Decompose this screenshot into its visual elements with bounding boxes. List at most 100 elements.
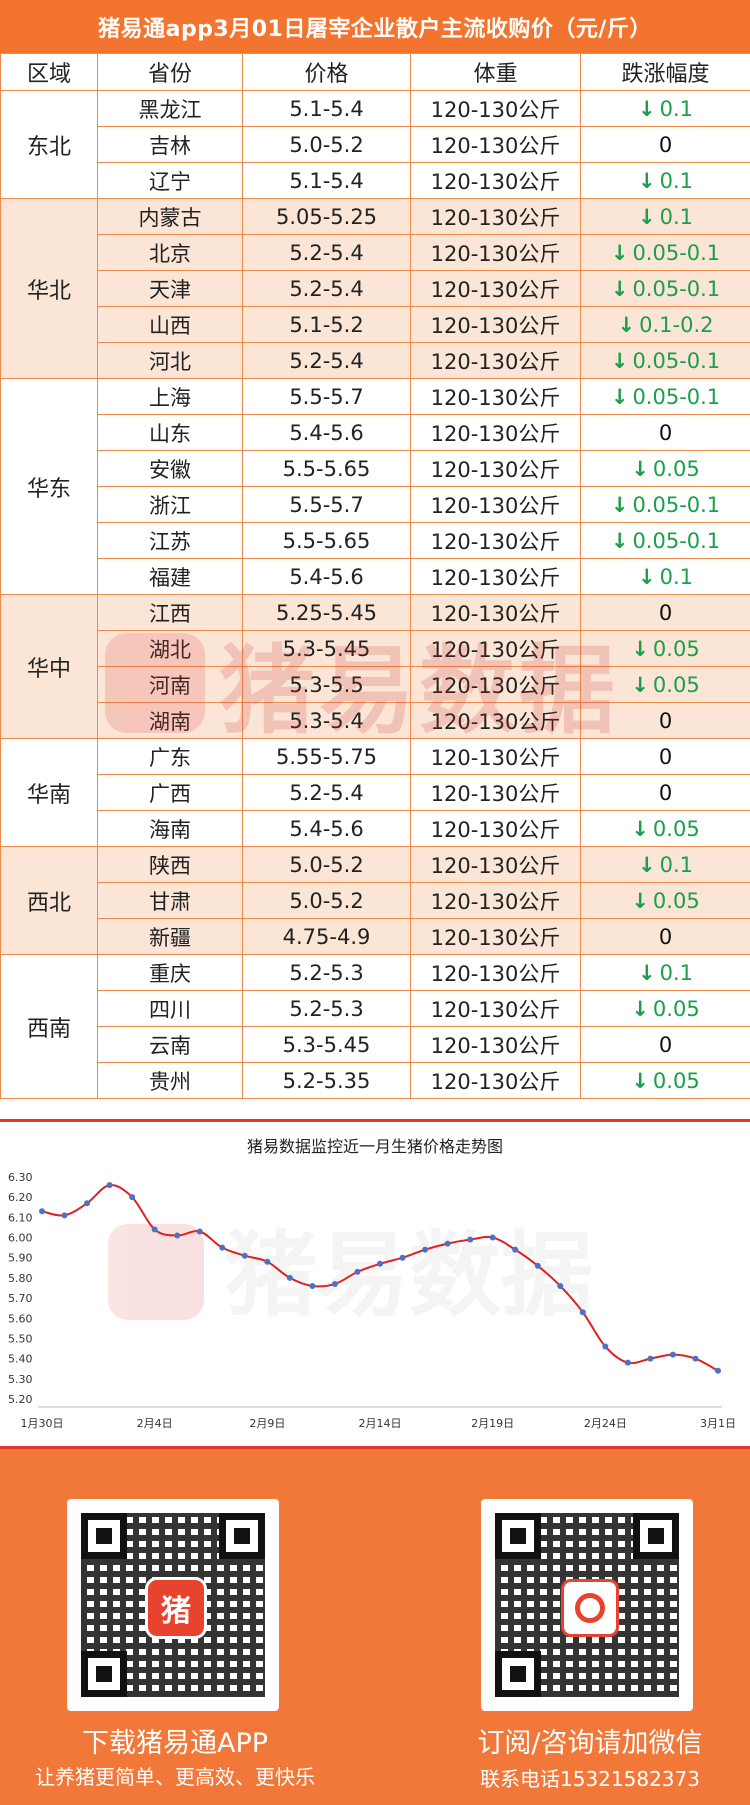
change-cell: 0	[580, 1026, 750, 1063]
data-point	[286, 1274, 293, 1281]
province-cell: 黑龙江	[97, 90, 243, 127]
change-cell: 0	[580, 918, 750, 955]
chart-watermark-logo-icon	[108, 1224, 204, 1320]
down-arrow-icon: ↓	[637, 96, 656, 121]
table-row: 云南 5.3-5.45 120-130公斤 0	[1, 1026, 750, 1063]
table-row: 北京 5.2-5.4 120-130公斤 ↓ 0.05-0.1	[1, 234, 750, 271]
province-cell: 海南	[97, 810, 243, 847]
table-row: 广西 5.2-5.4 120-130公斤 0	[1, 774, 750, 811]
region-cell: 华东	[0, 378, 98, 595]
change-cell: ↓ 0.05-0.1	[580, 522, 750, 559]
table-row: 江苏 5.5-5.65 120-130公斤 ↓ 0.05-0.1	[1, 522, 750, 559]
contact-phone: 联系电话15321582373	[480, 1767, 700, 1791]
weight-cell: 120-130公斤	[410, 954, 581, 991]
weight-cell: 120-130公斤	[410, 918, 581, 955]
data-point	[602, 1343, 609, 1350]
price-cell: 5.1-5.4	[242, 162, 411, 199]
data-point	[354, 1268, 361, 1275]
table-row: 福建 5.4-5.6 120-130公斤 ↓ 0.1	[1, 558, 750, 595]
province-cell: 重庆	[97, 954, 243, 991]
weight-cell: 120-130公斤	[410, 306, 581, 343]
wechat-qr-code[interactable]	[481, 1499, 693, 1711]
price-cell: 5.5-5.7	[242, 378, 411, 415]
down-arrow-icon: ↓	[617, 312, 636, 337]
data-point	[39, 1208, 45, 1215]
data-point	[264, 1258, 271, 1265]
change-value: 0.05	[652, 996, 700, 1021]
change-cell: ↓ 0.05	[580, 882, 750, 919]
download-app-title: 下载猪易通APP	[81, 1728, 269, 1759]
x-tick-label: 2月9日	[249, 1417, 285, 1430]
table-row: 贵州 5.2-5.35 120-130公斤 ↓ 0.05	[1, 1062, 750, 1099]
table-row: 山西 5.1-5.2 120-130公斤 ↓ 0.1-0.2	[1, 306, 750, 343]
change-value: 0.05-0.1	[632, 528, 721, 553]
weight-cell: 120-130公斤	[410, 594, 581, 631]
data-point	[219, 1244, 226, 1251]
data-point	[196, 1228, 203, 1235]
data-point	[331, 1280, 338, 1287]
qr-finder-icon	[495, 1513, 541, 1559]
qr-finder-icon	[495, 1651, 541, 1697]
change-value: 0.05-0.1	[632, 492, 721, 517]
change-cell: ↓ 0.05-0.1	[580, 270, 750, 307]
price-cell: 5.2-5.4	[242, 774, 411, 811]
change-value: 0	[658, 1032, 673, 1057]
change-cell: 0	[580, 414, 750, 451]
change-cell: 0	[580, 594, 750, 631]
price-cell: 5.2-5.4	[242, 234, 411, 271]
weight-cell: 120-130公斤	[410, 558, 581, 595]
price-cell: 4.75-4.9	[242, 918, 411, 955]
province-cell: 安徽	[97, 450, 243, 487]
down-arrow-icon: ↓	[631, 996, 649, 1021]
y-tick-label: 5.20	[8, 1393, 33, 1406]
x-axis: 1月30日 2月4日 2月9日 2月14日 2月19日 2月24日 3月1日	[21, 1406, 736, 1430]
table-row: 天津 5.2-5.4 120-130公斤 ↓ 0.05-0.1	[1, 270, 750, 307]
change-value: 0.05-0.1	[632, 276, 721, 301]
weight-cell: 120-130公斤	[410, 1062, 581, 1099]
change-value: 0	[658, 600, 673, 625]
change-cell: ↓ 0.1	[580, 162, 750, 199]
y-tick-label: 5.80	[8, 1272, 33, 1285]
weight-cell: 120-130公斤	[410, 450, 581, 487]
change-value: 0.05	[652, 456, 700, 481]
change-cell: ↓ 0.05-0.1	[580, 378, 750, 415]
change-cell: 0	[580, 702, 750, 739]
change-value: 0	[658, 780, 673, 805]
table-row: 华东 上海 5.5-5.7 120-130公斤 ↓ 0.05-0.1	[0, 378, 750, 595]
change-value: 0	[658, 924, 673, 949]
y-tick-label: 5.60	[8, 1312, 33, 1325]
chart-watermark: 猪易数据	[108, 1222, 593, 1329]
down-arrow-icon: ↓	[610, 348, 629, 373]
change-value: 0.05	[652, 816, 700, 841]
change-value: 0.1	[659, 204, 693, 229]
price-table-section: 区域 省份 价格 体重 跌涨幅度 东北 黑龙江 5.1-5.4 120-130公斤 ↓ 0…	[0, 53, 750, 1119]
change-cell: ↓ 0.1	[580, 846, 750, 883]
province-cell: 北京	[97, 234, 243, 271]
table-row: 湖南 5.3-5.4 120-130公斤 0	[1, 702, 750, 739]
province-cell: 山西	[97, 306, 243, 343]
table-row: 海南 5.4-5.6 120-130公斤 ↓ 0.05	[1, 810, 750, 847]
data-point	[151, 1226, 158, 1233]
province-cell: 河南	[97, 666, 243, 703]
weight-cell: 120-130公斤	[410, 342, 581, 379]
down-arrow-icon: ↓	[631, 888, 649, 913]
down-arrow-icon: ↓	[631, 456, 649, 481]
wechat-subscribe-title: 订阅/咨询请加微信	[477, 1728, 703, 1759]
price-cell: 5.0-5.2	[242, 846, 411, 883]
price-cell: 5.2-5.3	[242, 990, 411, 1027]
table-header-row: 区域 省份 价格 体重 跌涨幅度	[0, 53, 750, 91]
down-arrow-icon: ↓	[610, 384, 629, 409]
footer: 猪 下载猪易通APP 让养猪更简单、更高效、更快乐 订阅/咨询请加微信 联系电话…	[0, 1449, 750, 1805]
data-point	[84, 1200, 91, 1207]
header-province: 省份	[97, 53, 243, 91]
change-value: 0.1	[659, 168, 693, 193]
change-value: 0	[658, 132, 673, 157]
table-row: 四川 5.2-5.3 120-130公斤 ↓ 0.05	[1, 990, 750, 1027]
table-row: 甘肃 5.0-5.2 120-130公斤 ↓ 0.05	[1, 882, 750, 919]
price-cell: 5.3-5.45	[242, 1026, 411, 1063]
change-value: 0.05-0.1	[632, 348, 721, 373]
price-trend-chart: 猪易数据 猪易数据监控近一月生猪价格走势图 6.30 6.20 6.10 6.00 5.…	[0, 1119, 750, 1449]
change-cell: ↓ 0.05	[580, 450, 750, 487]
down-arrow-icon: ↓	[631, 1068, 649, 1093]
download-qr-code[interactable]: 猪	[67, 1499, 279, 1711]
